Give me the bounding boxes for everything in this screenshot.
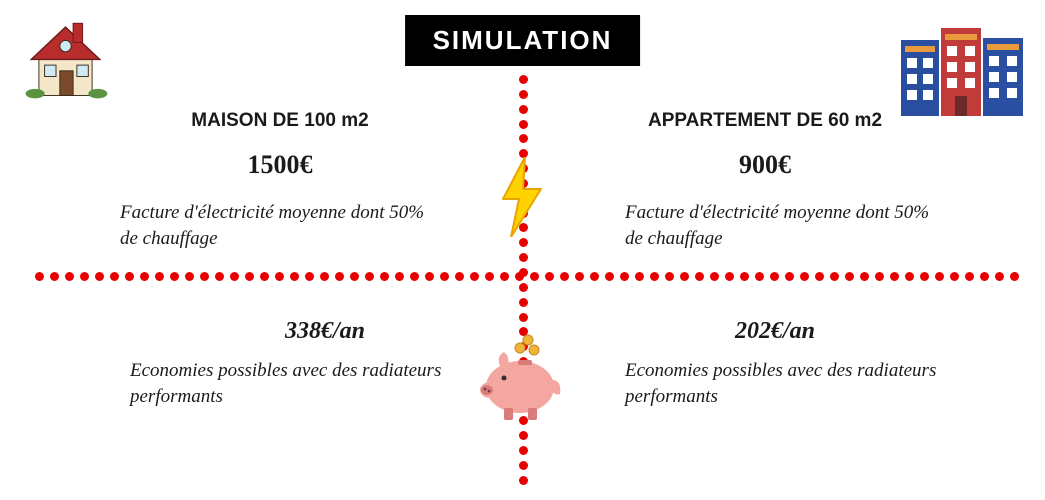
lightning-bolt-icon (497, 157, 547, 242)
left-heading: MAISON DE 100 m2 (90, 110, 470, 132)
left-amount: 1500€ (180, 150, 380, 180)
right-savings: 202€/an (675, 318, 875, 345)
right-savings-desc: Economies possibles avec des radiateurs … (625, 358, 945, 409)
right-amount: 900€ (665, 150, 865, 180)
infographic-canvas: SIMULATION (0, 0, 1045, 500)
piggy-bank-icon (470, 332, 570, 427)
right-heading: APPARTEMENT DE 60 m2 (575, 110, 955, 132)
left-bill-desc: Facture d'électricité moyenne dont 50% d… (120, 200, 440, 251)
title-banner: SIMULATION (405, 15, 641, 66)
left-savings-desc: Economies possibles avec des radiateurs … (130, 358, 450, 409)
left-savings: 338€/an (225, 318, 425, 345)
right-bill-desc: Facture d'électricité moyenne dont 50% d… (625, 200, 945, 251)
house-icon (18, 10, 113, 110)
